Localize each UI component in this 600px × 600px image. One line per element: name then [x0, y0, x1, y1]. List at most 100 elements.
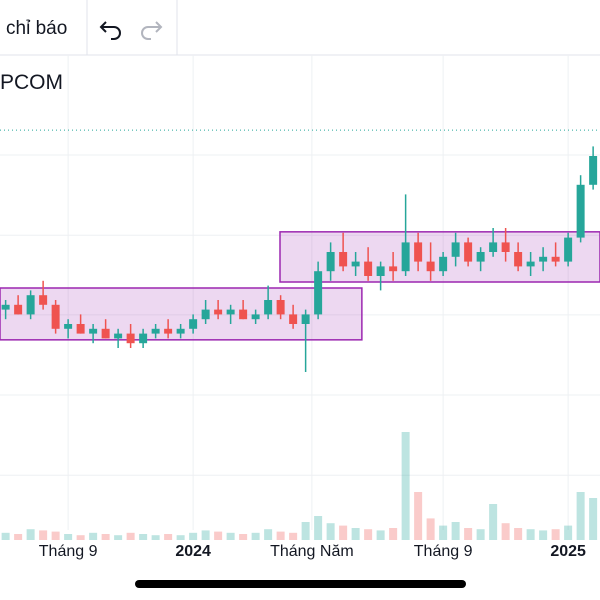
x-tick-label: Tháng 9: [414, 543, 473, 560]
candle-body: [326, 252, 335, 272]
volume-bar: [426, 518, 435, 540]
candle-body: [414, 242, 423, 262]
candle-body: [226, 309, 235, 315]
candle-body: [564, 237, 573, 262]
candle-body: [439, 256, 448, 272]
volume-bar: [276, 531, 285, 540]
candle-body: [114, 333, 123, 339]
volume-bar: [526, 529, 535, 540]
candle-body: [1, 304, 10, 310]
candle-body: [276, 300, 285, 315]
x-tick-label: 2024: [175, 543, 211, 560]
x-tick-label: Tháng Năm: [270, 543, 354, 560]
volume-bar: [189, 532, 198, 540]
volume-bar: [451, 522, 460, 540]
candle-body: [576, 184, 585, 238]
volume-bar: [314, 516, 323, 540]
plot: Tháng 9 2024 Tháng Năm Tháng 9 2025: [0, 55, 600, 560]
volume-bar: [151, 535, 160, 540]
volume-bar: [376, 530, 385, 540]
candle-body: [164, 328, 173, 334]
volume-bar: [589, 498, 598, 540]
indicators-button[interactable]: chỉ báo: [6, 18, 67, 39]
candle-body: [51, 304, 60, 329]
volume-bar: [264, 529, 273, 540]
volume-bar: [101, 534, 110, 540]
candle-body: [251, 314, 260, 320]
volume-bar: [414, 492, 423, 540]
volume-bar: [326, 523, 335, 540]
volume-bar: [289, 532, 298, 540]
candle-body: [201, 309, 210, 320]
volume-bar: [76, 535, 85, 540]
candle-body: [26, 295, 35, 315]
candle-body: [14, 304, 23, 315]
volume-bar: [576, 492, 585, 540]
volume-bar: [539, 530, 548, 540]
toolbar: [0, 0, 600, 55]
candle-body: [101, 328, 110, 339]
volume-bar: [214, 531, 223, 540]
volume-bar: [1, 532, 10, 540]
x-tick-label: Tháng 9: [39, 543, 98, 560]
volume-bar: [301, 522, 310, 540]
candle-body: [239, 309, 248, 320]
volume-bar: [126, 532, 135, 540]
candle-body: [189, 319, 198, 329]
candle-body: [489, 242, 498, 252]
volume-bar: [39, 530, 48, 540]
volume-bar: [201, 530, 210, 540]
candle-body: [64, 324, 73, 329]
volume-bar: [114, 535, 123, 540]
volume-bar: [564, 525, 573, 540]
volume-bar: [226, 532, 235, 540]
candle-body: [589, 156, 598, 185]
volume-bar: [464, 528, 473, 540]
volume-bar: [139, 534, 148, 540]
candle-body: [476, 252, 485, 262]
volume-bar: [164, 534, 173, 540]
volume-bar: [26, 529, 35, 540]
volume-bar: [389, 528, 398, 540]
x-tick-label: 2025: [550, 543, 586, 560]
candle-body: [289, 314, 298, 324]
candle-body: [526, 261, 535, 267]
volume-bar: [176, 535, 185, 540]
volume-bar: [64, 534, 73, 540]
volume-bar: [501, 523, 510, 540]
volume-bar: [514, 528, 523, 540]
candle-body: [364, 261, 373, 276]
candle-body: [39, 295, 48, 305]
candle-body: [464, 242, 473, 262]
candle-body: [501, 242, 510, 252]
candle-body: [89, 328, 98, 334]
volume-bar: [14, 534, 23, 540]
redo-button[interactable]: [141, 21, 163, 40]
candle-body: [176, 328, 185, 334]
candle-body: [214, 309, 223, 315]
candle-body: [401, 242, 410, 272]
volume-bar: [439, 525, 448, 540]
candle-body: [139, 333, 148, 344]
volume-bar: [351, 528, 360, 540]
candle-body: [551, 256, 560, 262]
volume-bar: [364, 529, 373, 540]
candle-body: [514, 252, 523, 267]
volume-bar: [51, 531, 60, 540]
candle-body: [389, 266, 398, 272]
volume-bar: [339, 525, 348, 540]
home-indicator: [135, 580, 466, 588]
candle-body: [151, 328, 160, 334]
candle-body: [351, 261, 360, 267]
candle-body: [451, 242, 460, 257]
candle-body: [76, 324, 85, 334]
candle-body: [314, 271, 323, 315]
volume-bar: [551, 529, 560, 540]
volume-bar: [251, 532, 260, 540]
undo-button[interactable]: [99, 21, 121, 40]
chart-title: PCOM: [0, 71, 63, 94]
candle-body: [339, 252, 348, 267]
volume-bar: [239, 534, 248, 540]
